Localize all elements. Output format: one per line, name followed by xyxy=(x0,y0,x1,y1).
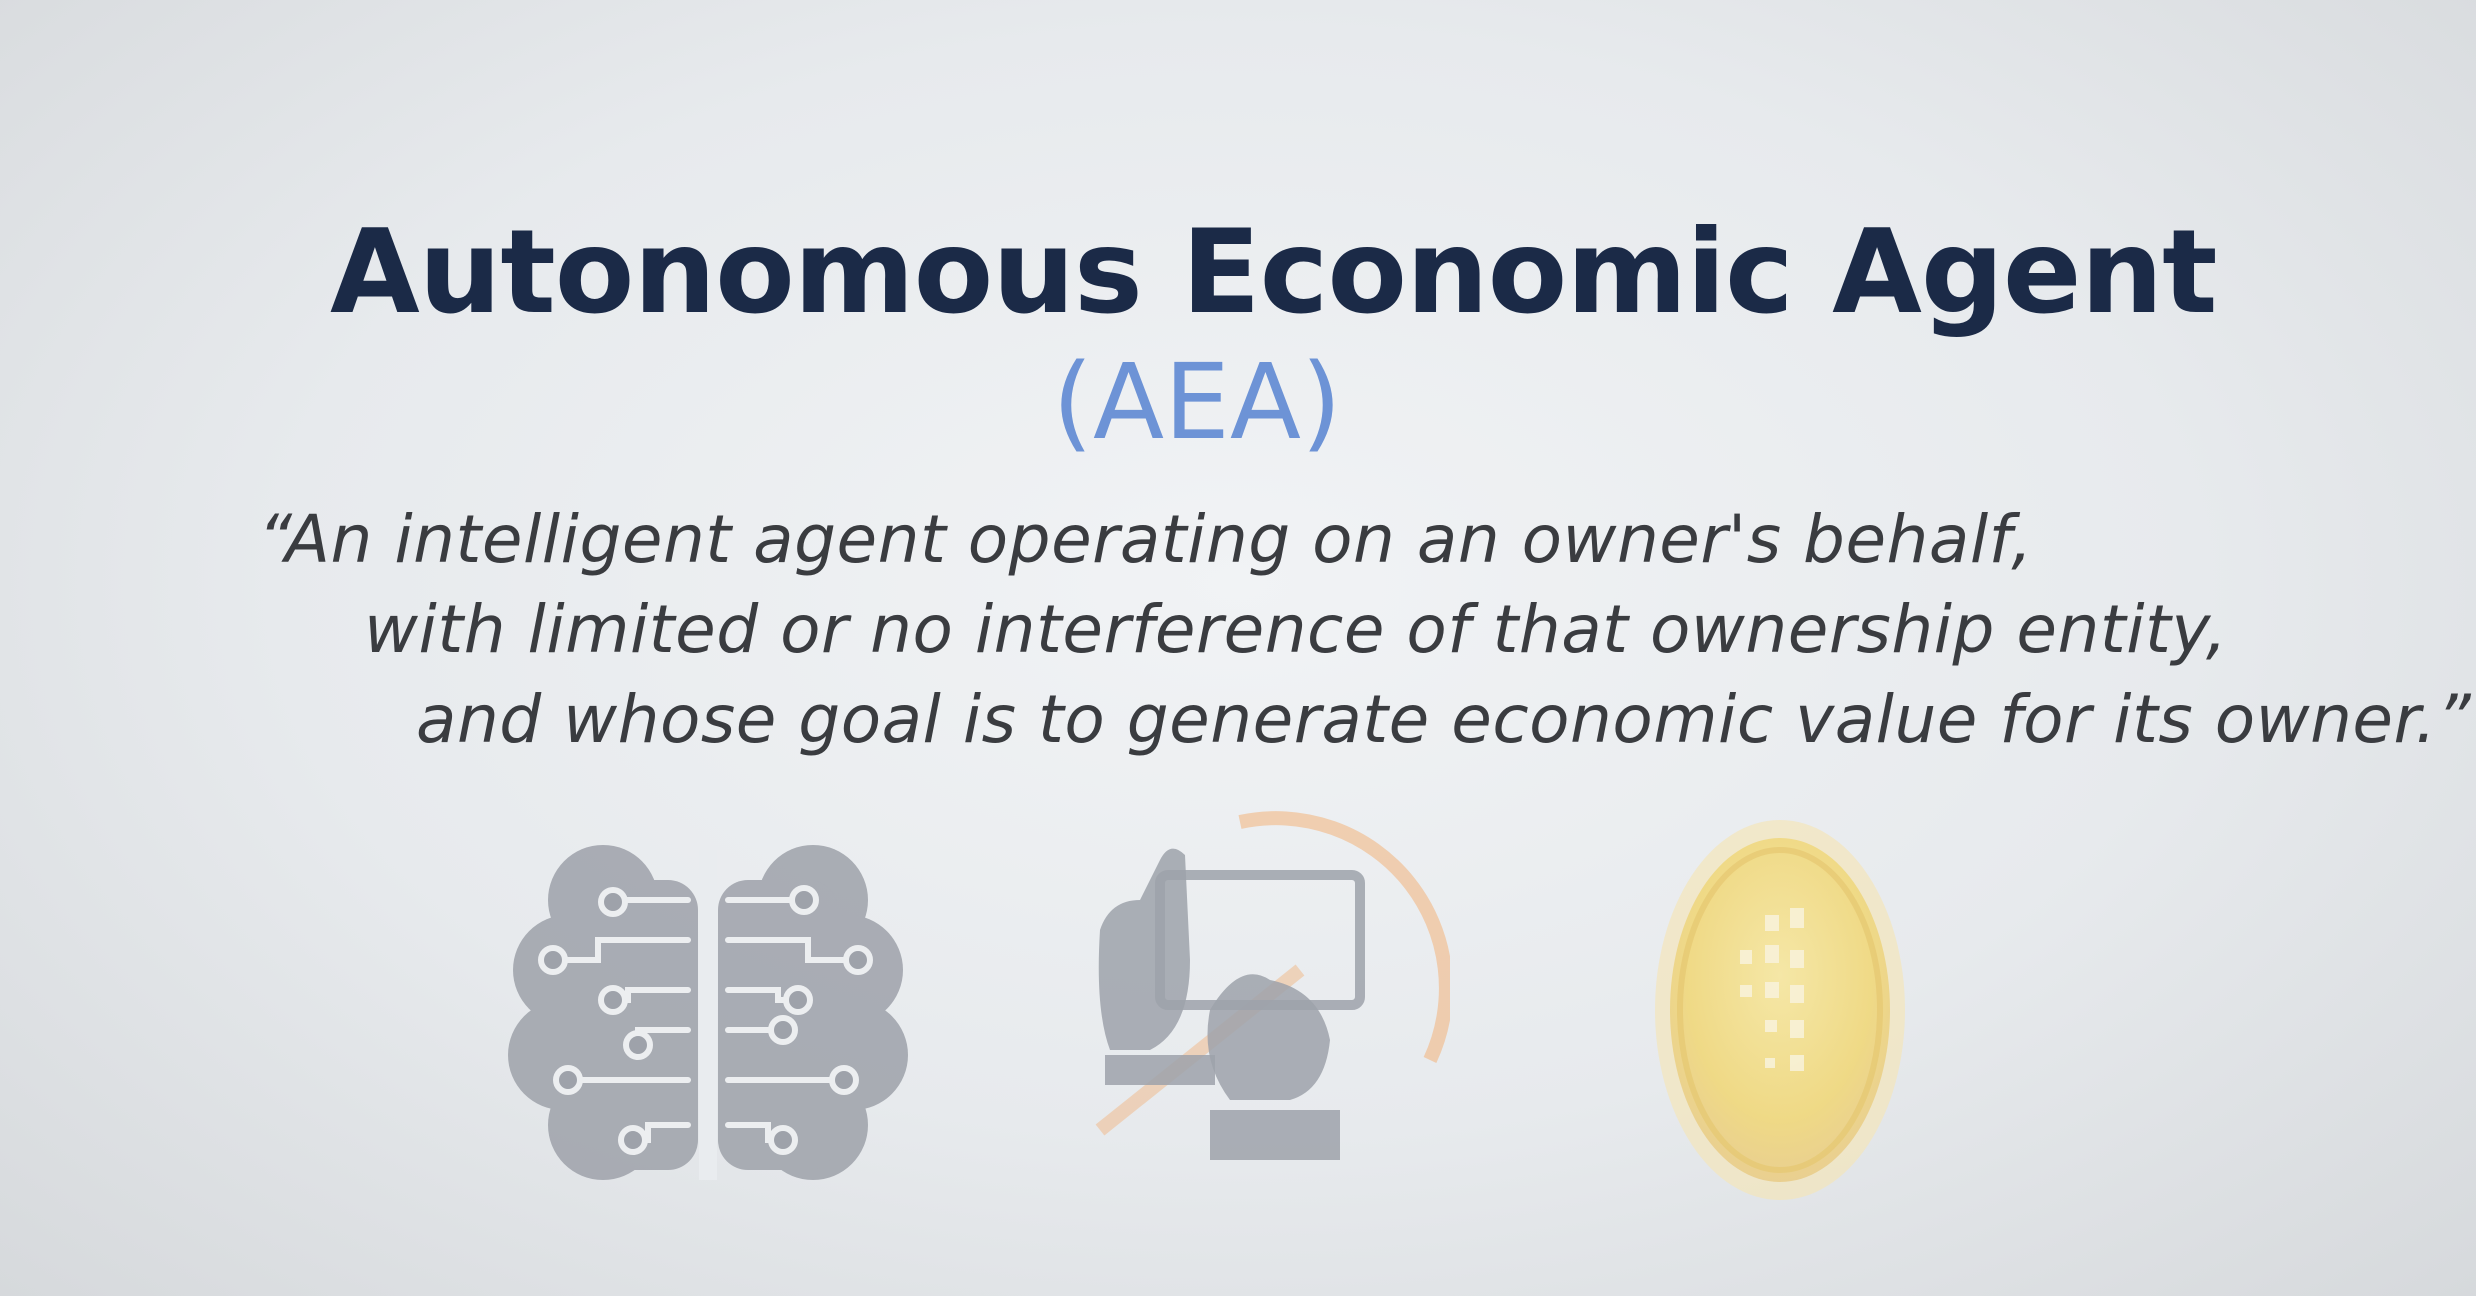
page-title: Autonomous Economic Agent xyxy=(330,205,2218,340)
quote-line-1: “An intelligent agent operating on an ow… xyxy=(258,501,2033,578)
quote-line-2: with limited or no interference of that … xyxy=(364,591,2228,668)
page-subtitle: (AEA) xyxy=(1052,341,1342,463)
quote-line-3: and whose goal is to generate economic v… xyxy=(416,681,2472,758)
circuit-brain-icon xyxy=(508,845,908,1180)
gold-coin-icon xyxy=(1655,820,1905,1200)
hand-holding-phone-icon xyxy=(1095,811,1450,1160)
